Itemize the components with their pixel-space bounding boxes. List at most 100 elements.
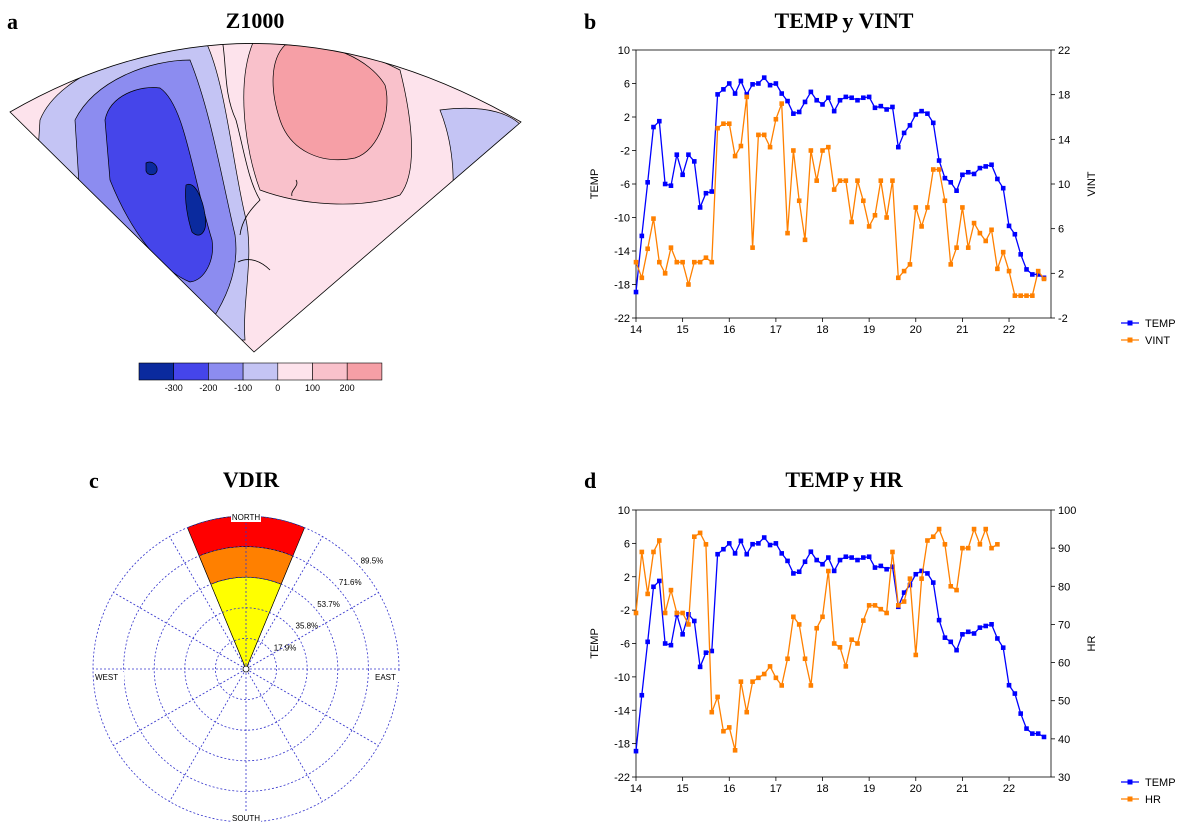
data-point-temp [761,535,767,540]
rose-ring-label: 89.5% [361,556,384,565]
data-point-hr [890,549,895,555]
colorbar-label: -300 [165,383,183,393]
data-point-vint [837,178,843,183]
panel-c: c VDIR 17.9% 35.8% 53.7% 71.6% 89.5% NORTH EAS… [89,467,404,823]
data-point-temp [837,557,843,563]
rose-spoke [245,592,379,670]
data-point-temp [884,566,889,572]
data-point-hr [703,542,709,547]
legend-marker [1127,779,1133,785]
data-point-temp [808,549,814,555]
data-point-temp [691,159,697,164]
colorbar-label: 200 [340,383,355,393]
data-point-vint [662,271,668,276]
data-point-temp [895,144,901,150]
data-point-temp [913,112,919,117]
data-point-temp [732,91,738,96]
data-point-hr [826,568,831,574]
data-point-hr [837,645,843,650]
data-point-hr [983,526,989,532]
direction-label: EAST [375,673,396,682]
panel-a: a Z1000 -300 -200 -100 0 100 200 [7,8,522,393]
legend-label: TEMP [1145,777,1176,789]
data-point-temp [855,97,860,103]
y-tick-label: -18 [614,280,630,292]
data-point-temp [639,692,645,698]
data-point-vint [761,132,767,138]
data-point-temp [738,538,744,544]
y2-tick-label: 50 [1058,696,1070,708]
colorbar-swatch [346,362,383,381]
data-point-hr [657,538,662,543]
colorbar-label: -200 [199,383,217,393]
data-point-hr [738,679,744,684]
data-point-temp [680,632,685,637]
data-point-temp [983,164,989,169]
rose-ring [123,546,369,792]
data-point-temp [913,571,919,577]
data-point-temp [919,568,924,574]
data-point-temp [919,108,924,114]
x-tick-label: 19 [863,324,875,336]
data-point-temp [936,617,942,623]
data-point-hr [971,526,977,532]
data-point-temp [849,95,854,101]
data-point-temp [901,590,907,595]
wind-rose: 17.9% 35.8% 53.7% 71.6% 89.5% NORTH EAST SOUTH W… [92,512,404,823]
data-point-hr [633,610,639,616]
legend-marker [1127,320,1133,326]
data-point-temp [726,541,732,546]
data-point-temp [767,542,773,548]
data-point-temp [750,541,755,547]
data-point-temp [726,81,732,86]
x-tick-label: 15 [677,324,689,336]
series-line-temp [635,536,1045,752]
x-tick-label: 16 [723,324,735,336]
y2-tick-label: 6 [1058,224,1064,236]
x-tick-label: 18 [816,783,828,795]
data-point-vint [779,101,785,106]
data-point-hr [866,603,872,608]
rose-ring-label: 53.7% [317,600,340,609]
x-tick-label: 20 [910,324,922,336]
x-tick-label: 18 [816,324,828,336]
legend-marker [1127,796,1133,802]
colorbar-swatch [242,362,279,381]
data-point-vint [651,216,656,221]
data-point-temp [802,99,808,105]
data-point-temp [814,97,819,103]
data-point-temp [796,569,802,575]
data-point-temp [721,546,726,552]
data-point-hr [726,725,732,730]
data-point-temp [761,75,767,80]
y-tick-label: -10 [614,213,630,225]
data-point-hr [651,549,656,555]
data-point-temp [849,555,854,560]
direction-label: WEST [95,673,118,682]
data-point-vint [831,187,837,192]
data-point-temp [715,551,720,557]
colorbar-label: 0 [275,383,280,393]
data-point-temp [861,555,866,560]
data-point-vint [925,205,930,210]
data-point-vint [691,259,697,265]
data-point-temp [901,130,907,136]
y-tick-label: -6 [620,179,630,191]
data-point-vint [785,230,790,236]
y-tick-label: 10 [618,505,630,517]
y-tick-label: 10 [618,45,630,57]
data-point-vint [826,144,831,150]
data-point-hr [639,549,645,555]
data-point-temp [925,571,930,576]
direction-label: NORTH [232,513,261,522]
data-point-hr [849,637,854,642]
data-point-temp [1012,691,1018,696]
data-point-hr [936,526,942,532]
data-point-temp [855,557,860,563]
data-point-temp [657,118,662,124]
y2-axis-label: VINT [1086,171,1098,196]
data-point-temp [703,650,709,655]
data-point-temp [738,78,744,84]
y2-tick-label: 14 [1058,134,1070,146]
data-point-temp [791,571,796,576]
